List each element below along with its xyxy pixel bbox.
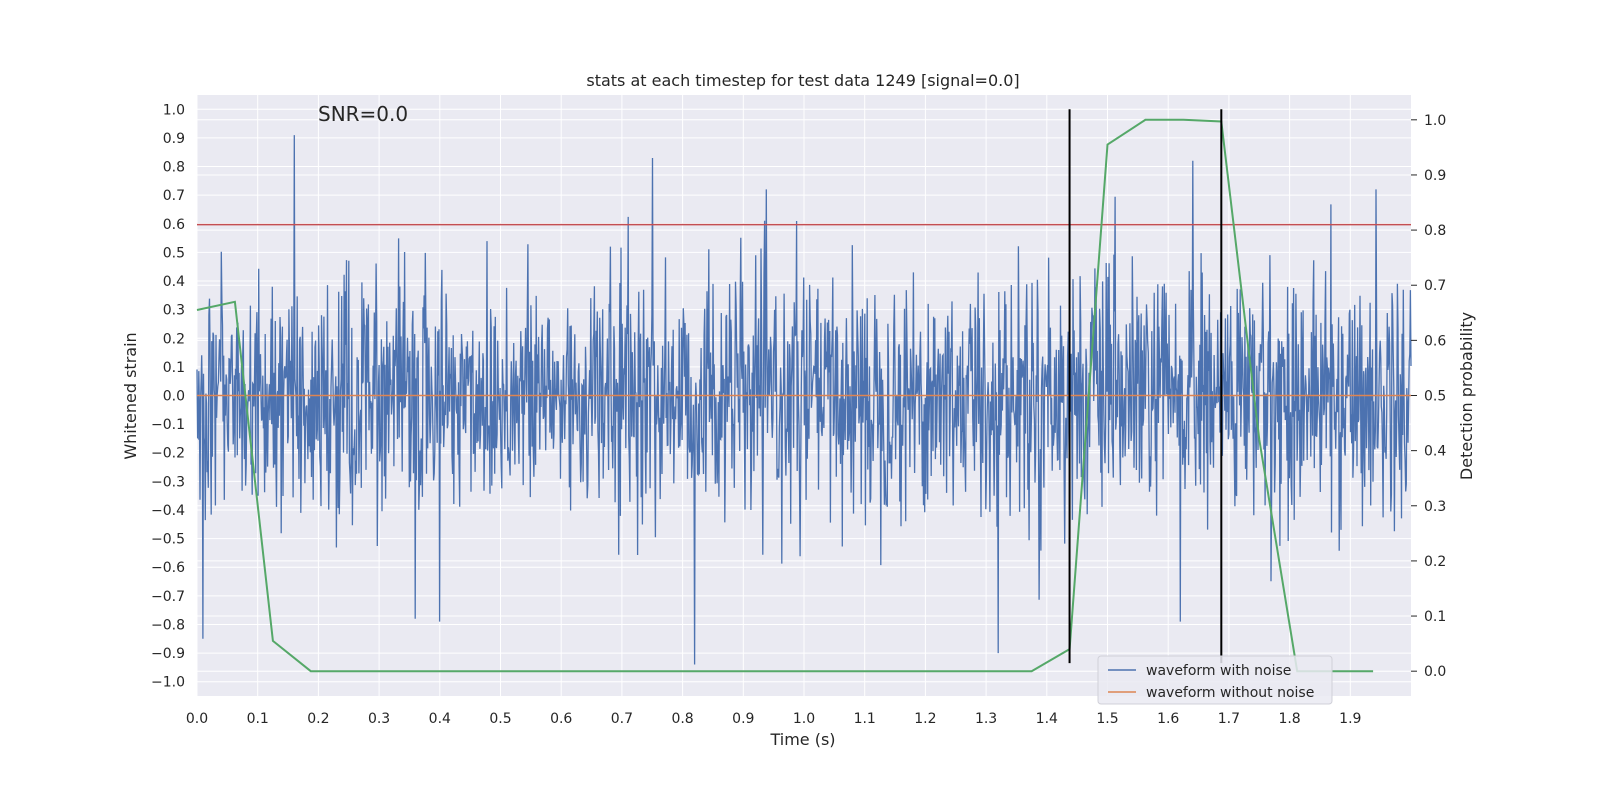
y-tick-label: 0.9 — [163, 131, 185, 147]
x-tick-label: 0.8 — [671, 711, 693, 727]
y-tick-label: −0.5 — [151, 532, 185, 548]
y-right-tick-label: 0.1 — [1424, 609, 1446, 625]
x-tick-label: 1.7 — [1218, 711, 1240, 727]
y-tick-label: 0.3 — [163, 303, 185, 319]
x-tick-label: 1.5 — [1096, 711, 1118, 727]
y-right-tick-label: 0.9 — [1424, 168, 1446, 184]
x-tick-label: 1.9 — [1339, 711, 1361, 727]
x-tick-label: 0.4 — [429, 711, 451, 727]
noise-line — [196, 135, 1412, 665]
y-tick-label: −0.2 — [151, 446, 185, 462]
x-tick-label: 1.1 — [854, 711, 876, 727]
y-right-axis-ticks: 1.0 0.9 0.8 0.7 0.6 0.5 0.4 0.3 0.2 0.1 0.0 — [1411, 113, 1446, 680]
chart-title: stats at each timestep for test data 124… — [586, 71, 1019, 90]
x-tick-label: 0.1 — [247, 711, 269, 727]
y-tick-label: −1.0 — [151, 675, 185, 691]
y-tick-label: 0.6 — [163, 217, 185, 233]
series-waveform-with-noise — [196, 135, 1412, 665]
probability-line — [196, 118, 1374, 673]
y-tick-label: 0.8 — [163, 160, 185, 176]
x-tick-label: 0.5 — [489, 711, 511, 727]
y-tick-label: −0.6 — [151, 560, 185, 576]
y-tick-label: 0.0 — [163, 389, 185, 405]
y-tick-label: −0.9 — [151, 646, 185, 662]
vertical-markers — [1068, 109, 1223, 664]
y-tick-label: −0.8 — [151, 617, 185, 633]
y-tick-label: 0.2 — [163, 331, 185, 347]
y-right-axis-label: Detection probability — [1457, 312, 1476, 480]
series-detection-probability — [196, 118, 1374, 673]
legend: waveform with noise waveform without nois… — [1097, 655, 1333, 705]
legend-box — [1097, 655, 1333, 705]
y-axis-label: Whitened strain — [121, 332, 140, 459]
x-tick-label: 1.6 — [1157, 711, 1179, 727]
y-tick-label: 0.7 — [163, 188, 185, 204]
y-tick-label: −0.1 — [151, 417, 185, 433]
y-right-tick-label: 0.0 — [1424, 664, 1446, 680]
x-tick-label: 0.6 — [550, 711, 572, 727]
y-right-tick-label: 0.3 — [1424, 499, 1446, 515]
x-tick-label: 0.7 — [611, 711, 633, 727]
legend-label: waveform with noise — [1146, 663, 1291, 679]
x-tick-label: 0.0 — [186, 711, 208, 727]
x-axis-label: Time (s) — [769, 730, 835, 749]
x-tick-label: 1.4 — [1036, 711, 1058, 727]
y-tick-label: 0.4 — [163, 274, 185, 290]
y-tick-label: −0.4 — [151, 503, 185, 519]
x-tick-label: 1.8 — [1278, 711, 1300, 727]
x-tick-label: 1.0 — [793, 711, 815, 727]
x-tick-label: 0.9 — [732, 711, 754, 727]
x-tick-label: 1.2 — [914, 711, 936, 727]
y-tick-label: 0.5 — [163, 245, 185, 261]
y-right-tick-label: 0.7 — [1424, 278, 1446, 294]
y-right-tick-label: 0.8 — [1424, 223, 1446, 239]
y-right-tick-label: 0.5 — [1424, 389, 1446, 405]
legend-label: waveform without noise — [1146, 685, 1314, 701]
y-axis-ticks: 1.0 0.9 0.8 0.7 0.6 0.5 0.4 0.3 0.2 0.1 0.0 −0.1 −0.… — [151, 102, 185, 690]
y-tick-label: 1.0 — [163, 102, 185, 118]
y-right-tick-label: 0.6 — [1424, 333, 1446, 349]
y-tick-label: −0.7 — [151, 589, 185, 605]
x-tick-label: 0.2 — [307, 711, 329, 727]
y-right-tick-label: 0.2 — [1424, 554, 1446, 570]
x-axis-ticks: 0.0 0.1 0.2 0.3 0.4 0.5 0.6 0.7 0.8 0.9 1.0 1.1 1.2 1… — [186, 711, 1362, 727]
y-tick-label: 0.1 — [163, 360, 185, 376]
y-right-tick-label: 0.4 — [1424, 444, 1446, 460]
x-tick-label: 1.3 — [975, 711, 997, 727]
y-tick-label: −0.3 — [151, 474, 185, 490]
y-right-tick-label: 1.0 — [1424, 113, 1446, 129]
snr-annotation: SNR=0.0 — [318, 102, 408, 126]
x-tick-label: 0.3 — [368, 711, 390, 727]
